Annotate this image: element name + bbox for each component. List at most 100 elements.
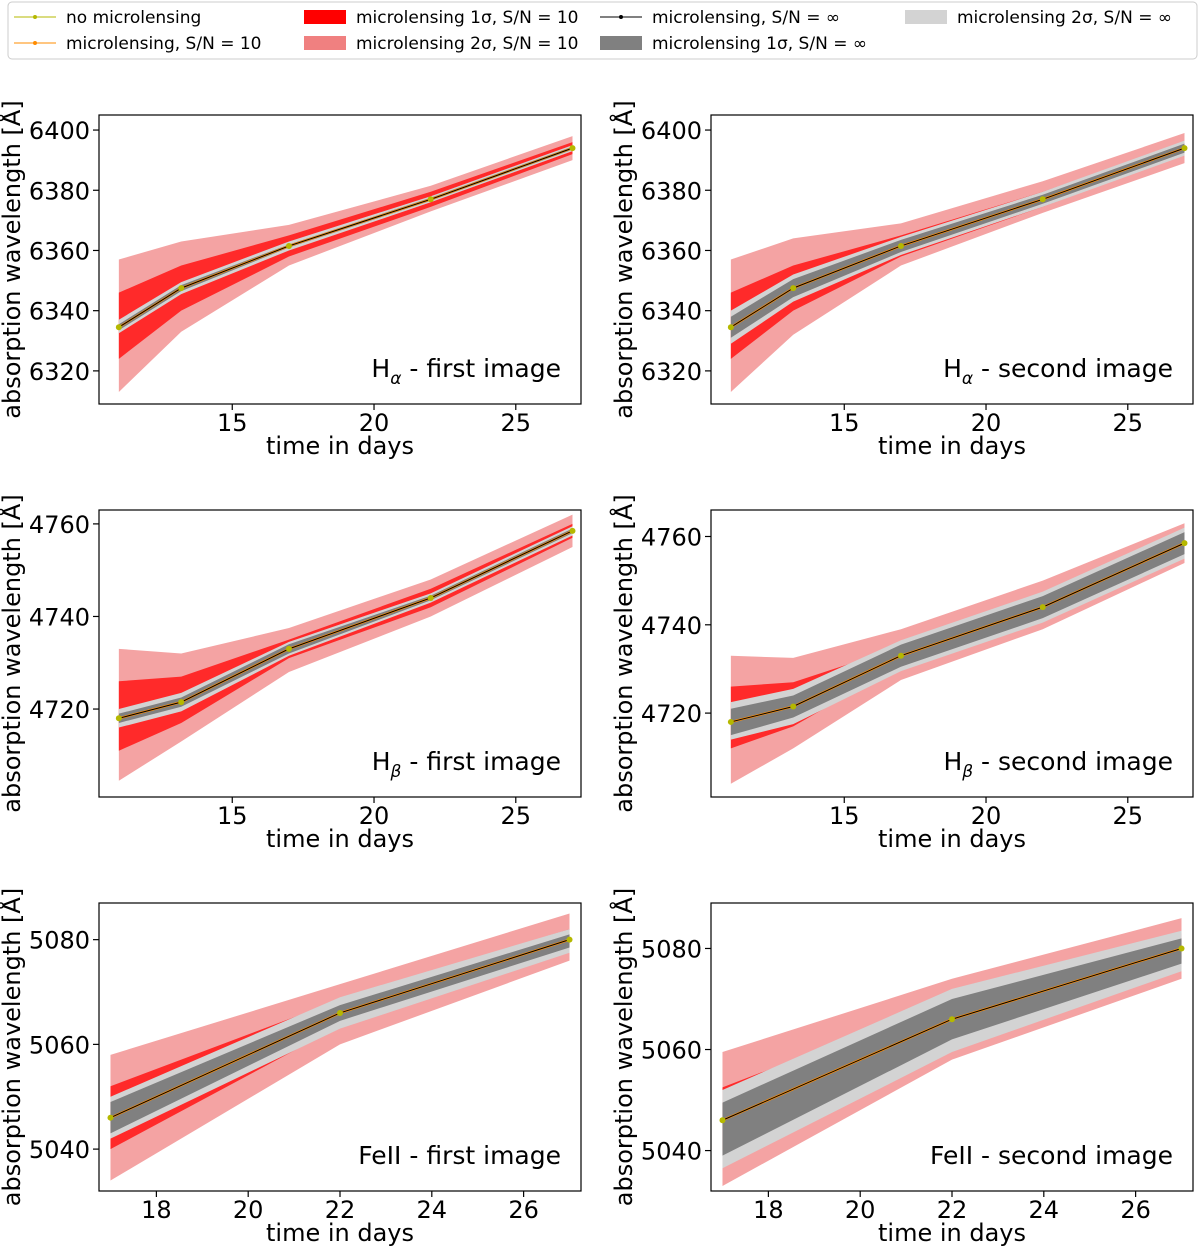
band-inf-1sigma bbox=[722, 938, 1182, 1156]
y-tick-label: 6320 bbox=[641, 358, 702, 386]
x-tick-label: 24 bbox=[417, 1196, 448, 1224]
x-axis-label: time in days bbox=[878, 432, 1026, 460]
legend-label: microlensing 2σ, S/N = ∞ bbox=[957, 8, 1172, 28]
legend-label: microlensing, S/N = 10 bbox=[66, 34, 261, 54]
data-point bbox=[427, 196, 434, 203]
y-tick-label: 5060 bbox=[641, 1037, 702, 1065]
data-point bbox=[285, 242, 292, 249]
data-point bbox=[115, 324, 122, 331]
x-tick-label: 20 bbox=[971, 409, 1002, 437]
data-point bbox=[949, 1016, 955, 1023]
legend-label: microlensing 2σ, S/N = 10 bbox=[356, 34, 578, 54]
y-tick-label: 6360 bbox=[641, 237, 702, 265]
y-axis-label: absorption wavelength [Å] bbox=[609, 494, 638, 812]
x-tick-label: 20 bbox=[971, 802, 1002, 830]
y-tick-label: 5060 bbox=[29, 1031, 90, 1059]
axes-frame bbox=[710, 509, 1194, 798]
data-point bbox=[427, 594, 434, 601]
y-axis-label: absorption wavelength [Å] bbox=[609, 888, 638, 1206]
legend-patch-swatch bbox=[600, 36, 642, 50]
band-inf-1sigma bbox=[118, 528, 573, 723]
data-point bbox=[1181, 540, 1188, 547]
legend-label: microlensing 1σ, S/N = ∞ bbox=[652, 34, 867, 54]
x-tick-label: 25 bbox=[1113, 409, 1144, 437]
y-tick-label: 5040 bbox=[29, 1136, 90, 1164]
axes-frame bbox=[98, 509, 582, 798]
x-tick-label: 25 bbox=[1113, 802, 1144, 830]
x-tick-label: 18 bbox=[753, 1196, 784, 1224]
panel-annotation: Hβ - second image bbox=[943, 747, 1173, 782]
chart-panel-1: 15 20 25 6320 6340 6360 6380 6400 time in days ab… bbox=[0, 100, 582, 460]
data-point bbox=[178, 285, 185, 292]
y-tick-label: 5080 bbox=[641, 935, 702, 963]
data-point bbox=[107, 1114, 114, 1121]
annotation-main: H bbox=[372, 747, 391, 776]
data-point bbox=[1039, 196, 1046, 203]
band-inf-1sigma bbox=[730, 143, 1185, 338]
x-tick-label: 24 bbox=[1029, 1196, 1060, 1224]
chart-panel-6: 18 20 22 24 26 5040 5060 5080 time in days absorp… bbox=[609, 888, 1194, 1247]
y-tick-label: 4760 bbox=[641, 523, 702, 551]
data-point bbox=[285, 645, 292, 652]
panel-annotation: FeII - second image bbox=[930, 1141, 1173, 1170]
x-axis-label: time in days bbox=[878, 1219, 1026, 1247]
band-inf-1sigma bbox=[110, 934, 570, 1134]
y-tick-label: 5080 bbox=[29, 927, 90, 955]
plot-area bbox=[115, 136, 576, 392]
data-point bbox=[178, 699, 185, 706]
y-tick-label: 4740 bbox=[29, 603, 90, 631]
band-inf-1sigma bbox=[730, 532, 1185, 736]
x-tick-label: 20 bbox=[359, 409, 390, 437]
panel-annotation: Hα - second image bbox=[943, 354, 1173, 389]
annotation-main: H bbox=[371, 354, 390, 383]
x-tick-label: 15 bbox=[829, 409, 860, 437]
band-sn10-1sigma bbox=[118, 142, 573, 359]
legend-label: no microlensing bbox=[66, 8, 201, 28]
plot-area bbox=[727, 133, 1188, 392]
y-tick-label: 6340 bbox=[29, 298, 90, 326]
annotation-main: H bbox=[943, 747, 962, 776]
y-tick-label: 6400 bbox=[29, 117, 90, 145]
band-sn10-2sigma bbox=[730, 133, 1185, 392]
plot-area bbox=[107, 913, 573, 1181]
data-point bbox=[569, 145, 576, 152]
y-tick-label: 5040 bbox=[641, 1138, 702, 1166]
data-point bbox=[727, 718, 734, 725]
data-point bbox=[115, 715, 122, 722]
chart-panel-5: 18 20 22 24 26 5040 5060 5080 time in days absorp… bbox=[0, 888, 582, 1247]
y-axis-label: absorption wavelength [Å] bbox=[0, 100, 26, 418]
annotation-main: FeII - second image bbox=[930, 1141, 1173, 1170]
legend-label: microlensing, S/N = ∞ bbox=[652, 8, 840, 28]
x-axis-label: time in days bbox=[266, 432, 414, 460]
data-point bbox=[1039, 604, 1046, 611]
annotation-rest: - second image bbox=[973, 354, 1173, 383]
plot-area bbox=[115, 514, 576, 781]
x-tick-label: 25 bbox=[501, 409, 532, 437]
chart-panel-2: 15 20 25 6320 6340 6360 6380 6400 time in days ab… bbox=[609, 100, 1194, 460]
y-tick-label: 6400 bbox=[641, 117, 702, 145]
legend-marker-swatch bbox=[619, 15, 623, 19]
y-axis-label: absorption wavelength [Å] bbox=[0, 888, 26, 1206]
annotation-subscript: β bbox=[961, 762, 973, 782]
data-point bbox=[897, 242, 904, 249]
legend-patch-swatch bbox=[905, 10, 947, 24]
panel-annotation: Hβ - first image bbox=[372, 747, 561, 782]
annotation-rest: - first image bbox=[401, 747, 561, 776]
x-axis-label: time in days bbox=[878, 825, 1026, 853]
y-tick-label: 4720 bbox=[641, 700, 702, 728]
plot-area bbox=[727, 523, 1188, 784]
data-point bbox=[897, 652, 904, 659]
band-sn10-2sigma bbox=[118, 136, 573, 392]
x-tick-label: 15 bbox=[829, 802, 860, 830]
y-tick-label: 6340 bbox=[641, 298, 702, 326]
data-point bbox=[569, 527, 576, 534]
data-point bbox=[790, 285, 797, 292]
x-tick-label: 15 bbox=[217, 802, 248, 830]
y-axis-label: absorption wavelength [Å] bbox=[609, 100, 638, 418]
y-tick-label: 6380 bbox=[641, 177, 702, 205]
data-point bbox=[337, 1009, 343, 1016]
panel-annotation: Hα - first image bbox=[371, 354, 561, 389]
annotation-subscript: α bbox=[962, 369, 973, 389]
data-point bbox=[790, 703, 797, 710]
